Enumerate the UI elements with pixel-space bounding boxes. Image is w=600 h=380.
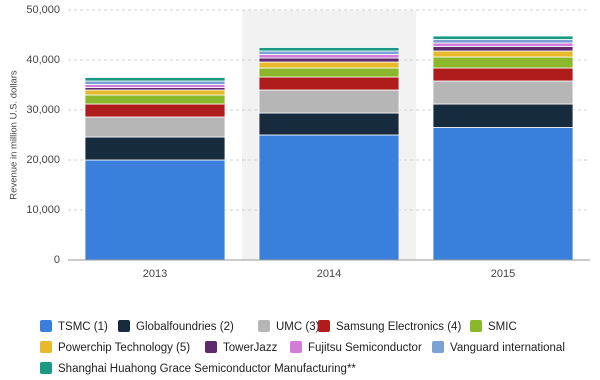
legend-label: TSMC (1) (58, 321, 108, 333)
bar-segment (432, 80, 574, 105)
bar-segment (258, 134, 400, 261)
bar-segment (432, 42, 574, 47)
bar-segment (84, 89, 226, 96)
bar-segment (258, 112, 400, 136)
bar-segment (258, 57, 400, 63)
bar-segment (432, 103, 574, 128)
legend-swatch (432, 341, 444, 353)
x-tick-label: 2013 (143, 268, 167, 280)
legend-label: SMIC (488, 321, 517, 333)
legend-label: UMC (3) (276, 321, 320, 333)
legend-swatch (40, 320, 52, 332)
legend-swatch (205, 341, 217, 353)
bar-segment (258, 89, 400, 114)
bar-segment (432, 46, 574, 52)
legend-swatch (258, 320, 270, 332)
x-tick-label: 2014 (317, 268, 341, 280)
y-tick-label: 10,000 (26, 204, 60, 216)
legend-swatch (290, 341, 302, 353)
bar-segment (258, 61, 400, 69)
bar-segment (258, 67, 400, 78)
legend-swatch (118, 320, 130, 332)
legend-label: Shanghai Huahong Grace Semiconductor Man… (58, 363, 356, 375)
bar-segment (258, 54, 400, 59)
legend-label: Vanguard international (450, 342, 565, 354)
bar-segment (432, 39, 574, 44)
bar-segment (432, 50, 574, 58)
bar-segment (84, 77, 226, 82)
bar-segment (84, 80, 226, 85)
legend-label: Powerchip Technology (5) (58, 342, 190, 354)
bar-segment (84, 159, 226, 261)
bar-segment (432, 127, 574, 261)
y-tick-label: 50,000 (26, 4, 60, 16)
y-tick-label: 30,000 (26, 104, 60, 116)
x-tick-label: 2015 (491, 268, 515, 280)
legend-label: Globalfoundries (2) (136, 321, 234, 333)
bar-segment (84, 103, 226, 118)
legend-label: TowerJazz (223, 342, 278, 354)
legend-swatch (318, 320, 330, 332)
bar-segment (258, 50, 400, 55)
bar-segment (84, 94, 226, 105)
legend-swatch (40, 362, 52, 374)
bar-segment (432, 35, 574, 40)
bar-segment (84, 84, 226, 88)
bar-segment (84, 136, 226, 161)
bar-segment (258, 76, 400, 91)
bar-segment (432, 56, 574, 69)
bar-segment (258, 47, 400, 52)
legend-label: Samsung Electronics (4) (336, 321, 461, 333)
legend-swatch (40, 341, 52, 353)
bar-segment (84, 116, 226, 138)
legend-swatch (470, 320, 482, 332)
bar-segment (432, 67, 574, 82)
y-tick-label: 20,000 (26, 154, 60, 166)
y-tick-label: 0 (54, 254, 60, 266)
y-tick-label: 40,000 (26, 54, 60, 66)
y-axis-label: Revenue in million U.S. dollars (9, 70, 20, 200)
legend-label: Fujitsu Semiconductor (308, 342, 422, 354)
